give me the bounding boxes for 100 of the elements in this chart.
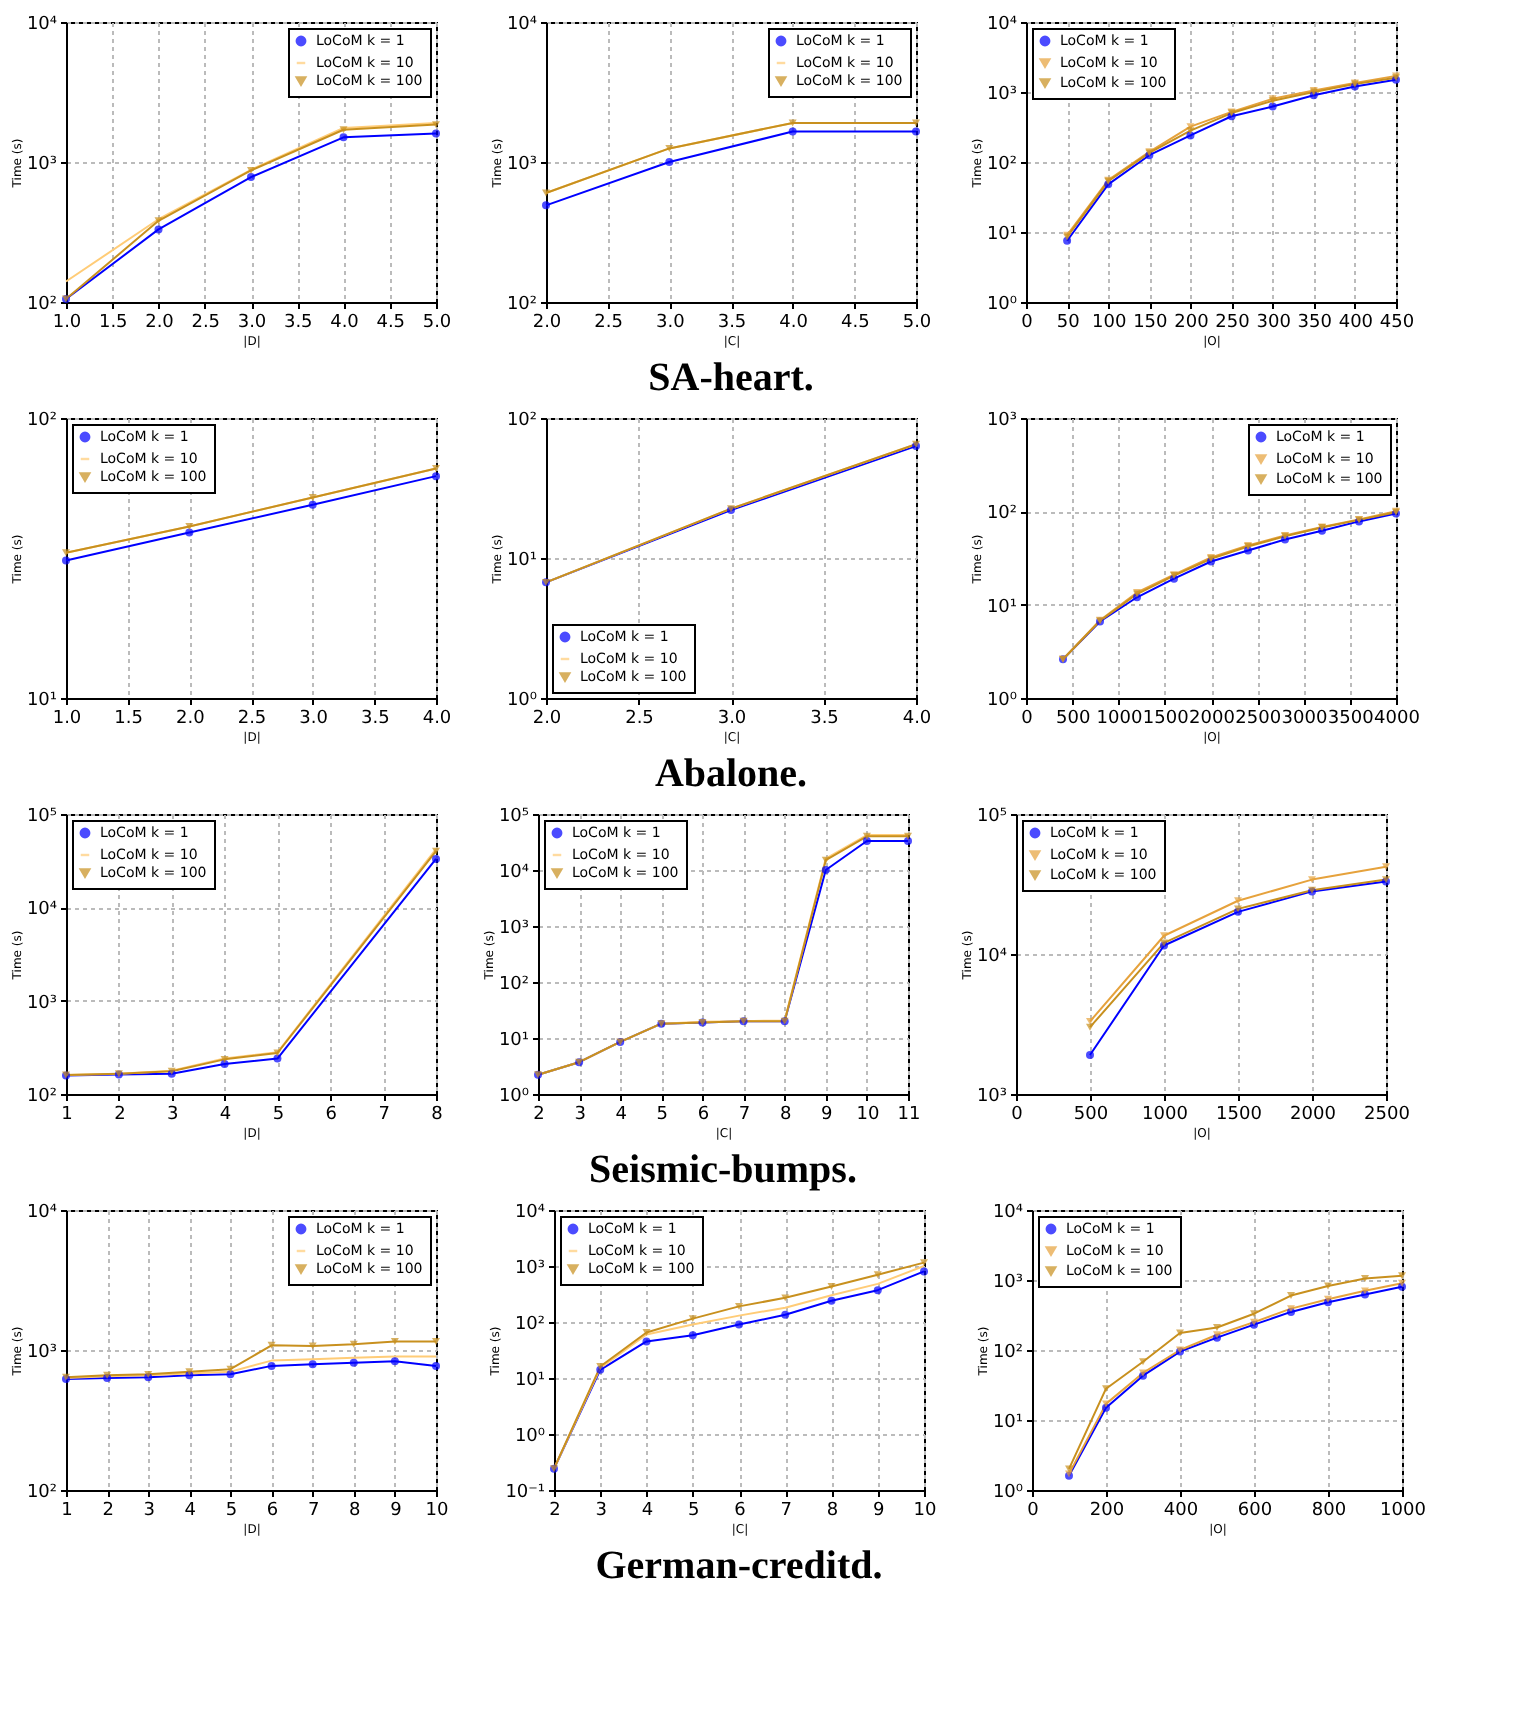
x-tick-label: 1.0 bbox=[52, 313, 82, 333]
x-tick-label: 5 bbox=[688, 1501, 700, 1521]
x-tick-label: 1 bbox=[61, 1501, 73, 1521]
x-tick-label: 6 bbox=[325, 1105, 338, 1125]
x-tick-label: 9 bbox=[821, 1105, 834, 1125]
y-tick-label: 10¹ bbox=[26, 691, 58, 711]
x-tick-label: 3500 bbox=[1327, 709, 1375, 729]
x-tick-label: 2.0 bbox=[176, 709, 206, 729]
y-tick-label: 10⁴ bbox=[976, 947, 1008, 967]
x-tick-label: 4.0 bbox=[330, 313, 360, 333]
y-tick-label: 10⁵ bbox=[26, 807, 58, 827]
x-tick-label: 3 bbox=[574, 1105, 586, 1125]
x-tick-label: 4000 bbox=[1374, 709, 1421, 729]
x-tick-label: 5.0 bbox=[422, 313, 452, 333]
x-tick-label: 200 bbox=[1174, 313, 1210, 333]
text: Abalone. bbox=[654, 752, 808, 796]
y-tick-label: 10¹ bbox=[514, 1371, 546, 1391]
x-tick-label: 2.0 bbox=[145, 313, 175, 333]
x-tick-label: 500 bbox=[1073, 1105, 1109, 1125]
y-tick-label: 10⁴ bbox=[26, 900, 58, 921]
y-tick-label: 10⁴ bbox=[498, 863, 530, 883]
y-tick-label: 10⁻¹ bbox=[505, 1483, 546, 1503]
x-tick-label: 450 bbox=[1379, 313, 1415, 333]
y-tick-label: 10⁴ bbox=[514, 1203, 546, 1223]
x-tick-label: 250 bbox=[1215, 313, 1251, 333]
text: SA-heart. bbox=[648, 356, 814, 400]
y-tick-label: 10² bbox=[26, 295, 58, 315]
x-tick-label: 5.0 bbox=[902, 313, 932, 333]
y-tick-label: 10⁴ bbox=[986, 15, 1018, 35]
x-tick-label: 2.5 bbox=[594, 313, 623, 333]
y-tick-label: 10² bbox=[498, 975, 530, 995]
x-tick-label: 2500 bbox=[1364, 1105, 1411, 1125]
x-tick-label: 0 bbox=[1021, 709, 1034, 729]
x-tick-label: 0 bbox=[1011, 1105, 1024, 1125]
x-tick-label: 3.5 bbox=[717, 313, 747, 333]
y-tick-label: 10⁴ bbox=[26, 1203, 58, 1223]
x-tick-label: 1000 bbox=[1142, 1105, 1189, 1125]
y-tick-label: 10³ bbox=[26, 155, 58, 175]
x-tick-label: 200 bbox=[1089, 1501, 1125, 1521]
y-tick-label: 10² bbox=[506, 295, 538, 315]
x-tick-label: 10 bbox=[913, 1501, 937, 1521]
x-tick-label: 5 bbox=[225, 1501, 238, 1521]
text: German-creditd. bbox=[595, 1544, 883, 1588]
y-tick-label: 10¹ bbox=[992, 1413, 1024, 1433]
x-tick-label: 2 bbox=[114, 1105, 126, 1125]
x-tick-label: 7 bbox=[378, 1105, 390, 1125]
y-tick-label: 10³ bbox=[992, 1273, 1024, 1293]
y-tick-label: 10⁴ bbox=[26, 15, 58, 35]
y-tick-label: 10² bbox=[992, 1343, 1024, 1363]
x-tick-label: 3.0 bbox=[656, 313, 686, 333]
y-tick-label: 10⁰ bbox=[986, 691, 1018, 711]
x-tick-label: 3.5 bbox=[283, 313, 313, 333]
x-tick-label: 2000 bbox=[1290, 1105, 1337, 1125]
x-tick-label: 800 bbox=[1311, 1501, 1347, 1521]
x-tick-label: 1.0 bbox=[52, 709, 82, 729]
y-tick-label: 10¹ bbox=[986, 597, 1018, 618]
x-tick-label: 6 bbox=[734, 1501, 747, 1521]
x-tick-label: 2000 bbox=[1189, 709, 1236, 729]
x-tick-label: 3.0 bbox=[299, 709, 329, 729]
y-tick-label: 10³ bbox=[986, 85, 1018, 105]
x-tick-label: 8 bbox=[431, 1105, 444, 1125]
y-tick-label: 10⁰ bbox=[506, 691, 538, 711]
x-tick-label: 4 bbox=[184, 1501, 197, 1521]
x-tick-label: 1.5 bbox=[98, 313, 128, 333]
x-tick-label: 1500 bbox=[1142, 709, 1190, 729]
x-tick-label: 500 bbox=[1056, 709, 1091, 729]
y-tick-label: 10⁰ bbox=[992, 1483, 1024, 1503]
y-tick-label: 10¹ bbox=[986, 225, 1018, 245]
x-tick-label: 3.5 bbox=[361, 709, 390, 729]
y-tick-label: 10⁰ bbox=[514, 1427, 546, 1447]
x-tick-label: 1.5 bbox=[114, 709, 143, 729]
x-tick-label: 6 bbox=[266, 1501, 279, 1521]
y-tick-label: 10⁰ bbox=[986, 295, 1018, 315]
y-tick-label: 10³ bbox=[514, 1259, 546, 1279]
x-tick-label: 400 bbox=[1163, 1501, 1199, 1521]
y-tick-label: 10³ bbox=[986, 411, 1018, 431]
x-tick-label: 3.0 bbox=[237, 313, 267, 333]
x-tick-label: 10 bbox=[425, 1501, 449, 1521]
x-tick-label: 150 bbox=[1133, 313, 1169, 333]
y-tick-label: 10¹ bbox=[506, 551, 538, 571]
x-tick-label: 2500 bbox=[1235, 709, 1282, 729]
x-tick-label: 0 bbox=[1027, 1501, 1040, 1521]
x-tick-label: 9 bbox=[390, 1501, 403, 1521]
x-tick-label: 1 bbox=[61, 1105, 73, 1125]
y-tick-label: 10² bbox=[514, 1315, 546, 1335]
x-tick-label: 350 bbox=[1297, 313, 1333, 333]
x-tick-label: 50 bbox=[1056, 313, 1081, 333]
x-tick-label: 8 bbox=[779, 1105, 792, 1125]
x-tick-label: 9 bbox=[873, 1501, 886, 1521]
x-tick-label: 300 bbox=[1256, 313, 1292, 333]
y-tick-label: 10² bbox=[506, 411, 538, 431]
x-tick-label: 7 bbox=[780, 1501, 792, 1521]
y-tick-label: 10³ bbox=[26, 993, 58, 1014]
y-tick-label: 10² bbox=[26, 1483, 58, 1503]
x-tick-label: 3 bbox=[143, 1501, 155, 1521]
x-tick-label: 4 bbox=[615, 1105, 628, 1125]
x-tick-label: 3 bbox=[166, 1105, 179, 1125]
x-tick-label: 1000 bbox=[1380, 1501, 1427, 1521]
x-tick-label: 3 bbox=[595, 1501, 607, 1521]
y-tick-label: 10² bbox=[986, 155, 1018, 175]
